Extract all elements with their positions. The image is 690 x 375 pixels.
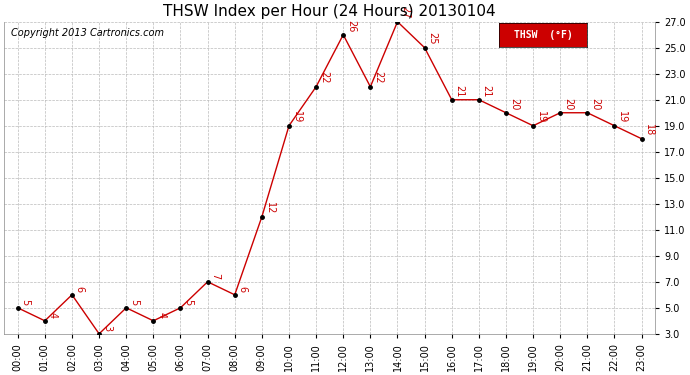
Text: 4: 4 bbox=[48, 312, 58, 318]
Text: 20: 20 bbox=[509, 98, 519, 110]
Text: Copyright 2013 Cartronics.com: Copyright 2013 Cartronics.com bbox=[10, 28, 164, 38]
Text: 5: 5 bbox=[21, 299, 30, 305]
Text: 3: 3 bbox=[102, 325, 112, 331]
Text: 12: 12 bbox=[265, 202, 275, 214]
Text: 6: 6 bbox=[75, 286, 85, 292]
Text: 21: 21 bbox=[455, 85, 464, 97]
Text: 18: 18 bbox=[644, 124, 654, 136]
Title: THSW Index per Hour (24 Hours) 20130104: THSW Index per Hour (24 Hours) 20130104 bbox=[164, 4, 496, 19]
Text: 20: 20 bbox=[590, 98, 600, 110]
Text: 19: 19 bbox=[292, 111, 302, 123]
Text: 4: 4 bbox=[156, 312, 166, 318]
Text: 21: 21 bbox=[482, 85, 492, 97]
Text: 26: 26 bbox=[346, 20, 356, 32]
Text: 5: 5 bbox=[129, 299, 139, 305]
Text: 22: 22 bbox=[319, 72, 329, 84]
Text: 19: 19 bbox=[536, 111, 546, 123]
Text: 6: 6 bbox=[237, 286, 248, 292]
Text: 5: 5 bbox=[184, 299, 193, 305]
Text: 20: 20 bbox=[563, 98, 573, 110]
Text: 7: 7 bbox=[210, 273, 220, 279]
Text: 22: 22 bbox=[373, 72, 383, 84]
Text: 25: 25 bbox=[427, 33, 437, 45]
Text: 27: 27 bbox=[400, 6, 411, 19]
Text: 19: 19 bbox=[618, 111, 627, 123]
